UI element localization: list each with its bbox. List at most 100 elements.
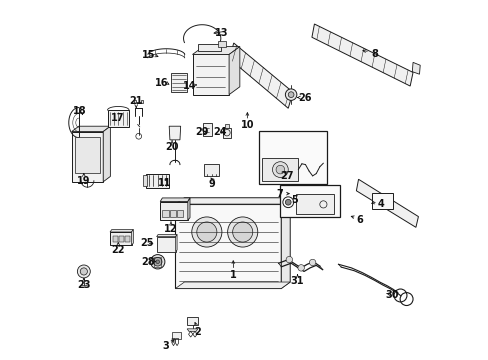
Circle shape	[272, 162, 287, 177]
Circle shape	[297, 265, 304, 271]
Text: 20: 20	[165, 142, 179, 152]
Bar	[154, 257, 161, 267]
Bar	[75, 137, 100, 173]
Polygon shape	[204, 164, 218, 176]
Bar	[176, 211, 183, 217]
Bar	[141, 100, 143, 103]
Circle shape	[196, 222, 217, 242]
Text: 7: 7	[276, 189, 283, 199]
Polygon shape	[187, 317, 198, 325]
Bar	[162, 211, 168, 217]
Polygon shape	[228, 46, 239, 95]
Text: 13: 13	[214, 28, 227, 38]
Text: 1: 1	[230, 270, 237, 280]
Polygon shape	[356, 179, 418, 227]
Circle shape	[153, 257, 162, 266]
Polygon shape	[110, 229, 133, 232]
Polygon shape	[156, 234, 177, 237]
Polygon shape	[262, 158, 298, 181]
Polygon shape	[192, 54, 228, 95]
Bar	[169, 211, 176, 217]
Text: 10: 10	[240, 121, 254, 130]
Text: 6: 6	[355, 215, 362, 225]
Text: 15: 15	[142, 50, 155, 60]
Text: 4: 4	[377, 199, 384, 210]
Polygon shape	[217, 41, 225, 47]
Polygon shape	[281, 198, 290, 288]
Bar	[125, 236, 130, 242]
Text: 26: 26	[297, 93, 311, 103]
Circle shape	[276, 165, 284, 174]
Polygon shape	[223, 128, 230, 138]
Text: 5: 5	[291, 195, 298, 205]
Polygon shape	[72, 126, 110, 132]
Polygon shape	[110, 232, 131, 245]
Text: 22: 22	[111, 245, 125, 255]
Circle shape	[232, 222, 252, 242]
Polygon shape	[175, 282, 290, 288]
Polygon shape	[103, 126, 110, 182]
Circle shape	[156, 260, 159, 264]
Bar	[134, 100, 136, 103]
Polygon shape	[224, 125, 228, 128]
Circle shape	[285, 199, 290, 205]
Text: 23: 23	[77, 280, 90, 290]
Bar	[371, 193, 392, 210]
Polygon shape	[296, 194, 333, 214]
Text: 24: 24	[213, 127, 226, 136]
Polygon shape	[175, 234, 177, 252]
Text: 11: 11	[158, 178, 171, 188]
Polygon shape	[411, 62, 419, 74]
Text: 19: 19	[77, 176, 90, 186]
Polygon shape	[198, 44, 221, 51]
Polygon shape	[187, 198, 190, 220]
Text: 31: 31	[290, 276, 304, 286]
Circle shape	[77, 265, 90, 278]
Text: 27: 27	[280, 171, 293, 181]
Text: 18: 18	[73, 106, 86, 116]
Circle shape	[287, 92, 293, 98]
Text: 30: 30	[385, 291, 398, 301]
Polygon shape	[131, 229, 133, 245]
Polygon shape	[175, 204, 281, 288]
Circle shape	[285, 256, 292, 263]
Circle shape	[285, 89, 296, 100]
Text: 3: 3	[162, 341, 169, 351]
Bar	[113, 236, 118, 242]
Circle shape	[191, 217, 222, 247]
Polygon shape	[203, 123, 211, 136]
Circle shape	[150, 255, 164, 269]
Polygon shape	[192, 46, 239, 54]
Text: 29: 29	[195, 127, 208, 136]
Circle shape	[309, 259, 315, 266]
Polygon shape	[229, 43, 292, 108]
Text: 12: 12	[164, 225, 177, 234]
Polygon shape	[145, 174, 169, 188]
Bar	[119, 236, 124, 242]
Text: 16: 16	[154, 78, 168, 88]
Text: 14: 14	[182, 81, 196, 91]
Circle shape	[227, 217, 257, 247]
Polygon shape	[156, 237, 175, 252]
Polygon shape	[72, 132, 103, 182]
Text: 8: 8	[370, 49, 377, 59]
Bar	[258, 131, 326, 184]
Polygon shape	[107, 110, 129, 127]
Polygon shape	[171, 73, 187, 92]
Polygon shape	[187, 329, 198, 331]
Polygon shape	[311, 24, 412, 86]
Polygon shape	[172, 332, 180, 338]
Text: 17: 17	[110, 113, 123, 123]
Text: 28: 28	[141, 257, 154, 267]
Polygon shape	[160, 202, 187, 220]
Circle shape	[80, 268, 87, 275]
Text: 2: 2	[193, 327, 200, 337]
Text: 9: 9	[208, 179, 214, 189]
Polygon shape	[143, 175, 147, 186]
Polygon shape	[160, 198, 190, 202]
Polygon shape	[169, 126, 180, 140]
Text: 25: 25	[140, 238, 153, 248]
Bar	[279, 185, 339, 217]
Polygon shape	[175, 198, 290, 204]
Text: 21: 21	[129, 96, 142, 106]
